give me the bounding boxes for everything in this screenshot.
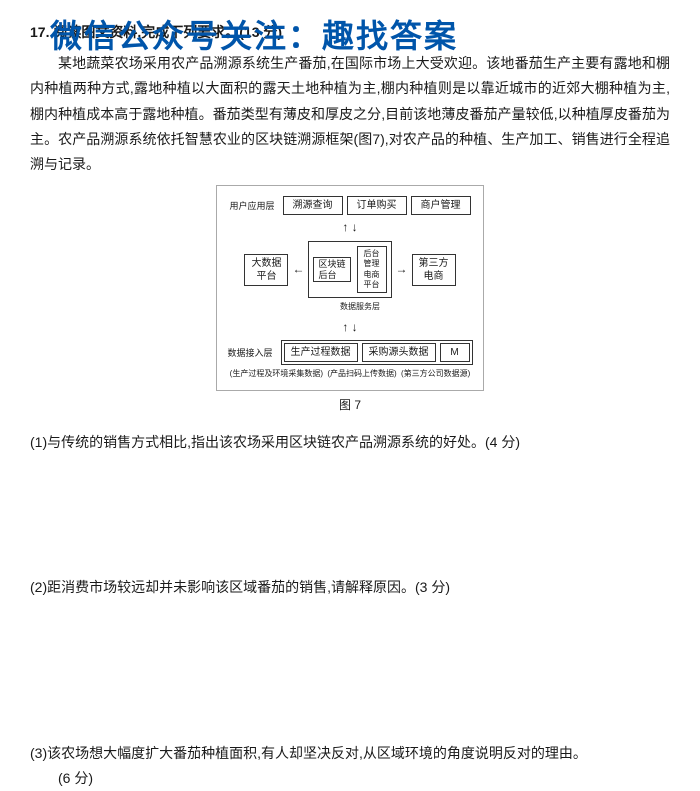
arrow-right-icon: → (396, 259, 408, 281)
diagram-wrapper: 用户应用层 溯源查询 订单购买 商户管理 ↑ ↓ 大数据 平台 ← 区块链 后台… (30, 185, 670, 391)
box-m: M (440, 343, 470, 362)
diagram-top-row: 用户应用层 溯源查询 订单购买 商户管理 (227, 196, 472, 215)
figure-caption: 图 7 (30, 395, 670, 417)
up-arrow-icon-2: ↑ ↓ (342, 317, 357, 339)
box-backend-ecom: 后台 管理 电商 平台 (357, 246, 387, 294)
sub-question-3-points: (6 分) (30, 766, 670, 791)
arrow-left-icon: ← (292, 259, 304, 281)
data-input-container: 生产过程数据 采购源头数据 M (281, 340, 473, 365)
mid-layer-label: 数据服务层 (227, 300, 472, 314)
footnote-1: (生产过程及环境采集数据) (230, 367, 323, 381)
arrow-row-up2: ↑ ↓ (227, 317, 472, 339)
box-production-data: 生产过程数据 (284, 343, 358, 362)
main-paragraph: 某地蔬菜农场采用农产品溯源系统生产番茄,在国际市场上大受欢迎。该地番茄生产主要有… (30, 51, 670, 177)
diagram-footnotes: (生产过程及环境采集数据) (产品扫码上传数据) (第三方公司数据源) (227, 367, 472, 381)
diagram-bottom-row: 数据接入层 生产过程数据 采购源头数据 M (227, 340, 472, 365)
service-layer-box: 区块链 后台 后台 管理 电商 平台 (308, 241, 391, 299)
top-layer-label: 用户应用层 (229, 198, 278, 214)
box-merchant-mgmt: 商户管理 (411, 196, 471, 215)
diagram-mid-row: 大数据 平台 ← 区块链 后台 后台 管理 电商 平台 → 第三方 电商 (227, 241, 472, 299)
question-container: 17. 阅读图文资料,完成下列要求。(13 分) 某地蔬菜农场采用农产品溯源系统… (30, 20, 670, 791)
arrow-row-up1: ↑ ↓ (227, 217, 472, 239)
box-order-buy: 订单购买 (347, 196, 407, 215)
box-thirdparty: 第三方 电商 (412, 254, 456, 286)
sub-question-3: (3)该农场想大幅度扩大番茄种植面积,有人却坚决反对,从区域环境的角度说明反对的… (30, 741, 670, 766)
box-blockchain: 区块链 后台 (313, 257, 350, 283)
question-number: 17. (30, 24, 49, 40)
footnote-3: (第三方公司数据源) (401, 367, 470, 381)
box-bigdata: 大数据 平台 (244, 254, 288, 286)
box-trace-query: 溯源查询 (283, 196, 343, 215)
box-source-data: 采购源头数据 (362, 343, 436, 362)
sub-question-1: (1)与传统的销售方式相比,指出该农场采用区块链农产品溯源系统的好处。(4 分) (30, 430, 670, 455)
flowchart-diagram: 用户应用层 溯源查询 订单购买 商户管理 ↑ ↓ 大数据 平台 ← 区块链 后台… (216, 185, 483, 391)
watermark-overlay: 微信公众号关注：趣找答案 (50, 8, 458, 66)
sub-question-2: (2)距消费市场较远却并未影响该区域番茄的销售,请解释原因。(3 分) (30, 575, 670, 600)
footnote-2: (产品扫码上传数据) (327, 367, 396, 381)
up-arrow-icon: ↑ ↓ (342, 217, 357, 239)
bottom-layer-label: 数据接入层 (227, 345, 276, 361)
